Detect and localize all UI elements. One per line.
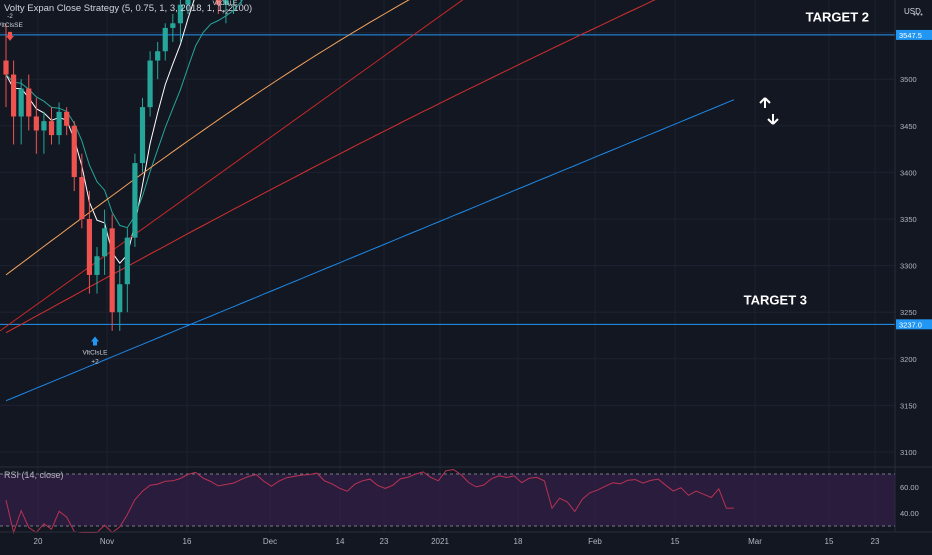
down-arrow-icon [767, 114, 779, 125]
candle-body [64, 111, 70, 126]
time-axis[interactable]: 20 Nov 16 Dec 14 23 2021 18 Feb 15 Mar 15 23 [0, 531, 932, 546]
candle-body [86, 219, 93, 275]
candle-body [48, 121, 55, 136]
candle-body [132, 163, 138, 238]
candle-body [101, 228, 108, 257]
candle-body [170, 23, 176, 28]
x-tick-label: 23 [871, 537, 880, 546]
candle-body [3, 60, 9, 75]
candle-body [162, 27, 168, 52]
x-tick-label: 15 [671, 537, 680, 546]
y-tick-label: 3300 [900, 262, 917, 271]
rsi-pane: 60.00 40.00 [0, 466, 932, 535]
candle-body [79, 177, 85, 219]
rsi-line [5, 468, 735, 535]
candle-body [139, 107, 146, 164]
more-icon[interactable] [913, 3, 923, 16]
x-tick-label: 23 [380, 537, 389, 546]
candle-body [33, 116, 39, 131]
chart-title: Volty Expan Close Strategy (5, 0.75, 1, … [4, 3, 253, 14]
candle-body [117, 284, 123, 313]
candle-body [177, 4, 184, 24]
rsi-title: RSI (14, close) [4, 470, 64, 480]
rsi-tick-label: 60.00 [900, 483, 919, 492]
rsi-tick-label: 40.00 [900, 509, 919, 518]
x-tick-label: Nov [100, 537, 114, 546]
y-tick-label: 3100 [900, 448, 917, 457]
price-axis[interactable]: 3100315032003250330033503400345035003550… [894, 0, 932, 532]
candle-body [18, 88, 24, 117]
candle-body [155, 51, 161, 61]
price-level-label: 3547.5 [899, 31, 922, 40]
x-tick-label: 18 [514, 537, 523, 546]
candle-body [124, 237, 130, 285]
candles [3, 0, 242, 331]
x-tick-label: 14 [336, 537, 345, 546]
signal-short-label: VltClsSE [0, 22, 23, 29]
strategy-signals: -2VltClsSE-2VltClsSE-2VltClsSE-2VltClsSE… [0, 0, 239, 366]
price-level-badge [896, 319, 932, 330]
candle-body [147, 60, 153, 108]
x-tick-label: 20 [34, 537, 43, 546]
signal-long-label: VltClsLE [83, 350, 109, 357]
target-label: TARGET 2 [806, 9, 869, 24]
candle-body [185, 0, 191, 5]
y-tick-label: 3150 [900, 401, 917, 410]
ema-50-line [5, 0, 410, 276]
candle-body [94, 256, 100, 275]
x-tick-label: Feb [588, 537, 602, 546]
ema-200-line [5, 99, 735, 402]
ema-mid-line [5, 0, 243, 229]
candle-body [10, 74, 17, 117]
target-label: TARGET 3 [744, 293, 807, 308]
short-arrow-icon [6, 31, 14, 41]
signal-long-qty: +2 [91, 359, 99, 366]
signal-long-label: VltClsLE [213, 0, 239, 7]
channel-lower [0, 0, 464, 332]
price-levels [0, 34, 895, 325]
x-tick-label: 15 [825, 537, 834, 546]
candle-body [41, 121, 47, 131]
signal-short-qty: -2 [7, 13, 13, 20]
x-tick-label: Mar [748, 537, 762, 546]
candle-body [109, 228, 115, 313]
candle-body [215, 0, 221, 5]
x-tick-label: 2021 [431, 537, 449, 546]
price-level-badge [896, 29, 932, 40]
y-tick-label: 3500 [900, 75, 917, 84]
price-level-label: 3237.0 [899, 320, 922, 329]
currency-label: USD [904, 7, 921, 16]
y-tick-label: 3350 [900, 215, 917, 224]
up-arrow-icon [759, 97, 771, 108]
candle-body [26, 88, 32, 117]
x-tick-label: 16 [183, 537, 192, 546]
candle-body [56, 111, 62, 136]
trend-channel [0, 0, 464, 332]
signal-long-qty: +2 [221, 9, 229, 16]
candle-body [71, 125, 77, 178]
y-tick-label: 3250 [900, 308, 917, 317]
long-arrow-icon [91, 336, 99, 346]
rsi-band [0, 474, 895, 526]
candle-body [223, 0, 229, 5]
y-tick-label: 3450 [900, 122, 917, 131]
x-tick-label: Dec [263, 537, 277, 546]
y-tick-label: 3400 [900, 168, 917, 177]
y-tick-label: 3200 [900, 355, 917, 364]
